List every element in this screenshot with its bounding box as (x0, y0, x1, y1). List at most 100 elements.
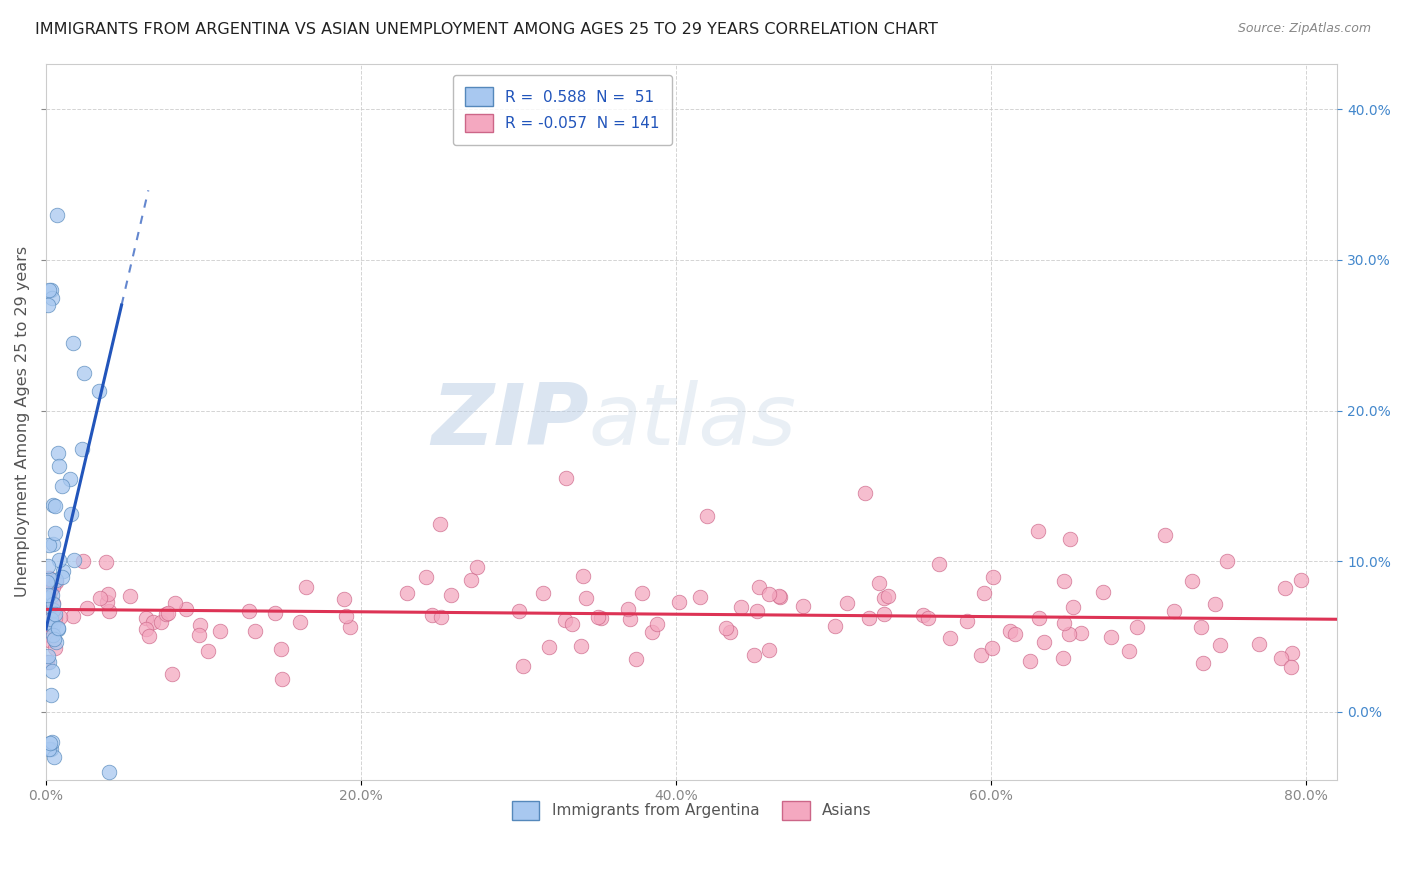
Point (981, 569, 1004, 583)
Point (769, 590, 792, 604)
Point (973, 585, 995, 599)
Point (38, 742, 60, 756)
Point (142, 615, 165, 629)
Point (38, 283, 60, 297)
Point (696, 508, 718, 523)
Point (48, 459, 70, 474)
Point (160, 667, 183, 681)
Point (1053, 615, 1076, 630)
Point (188, 618, 211, 632)
Point (1281, 646, 1303, 660)
Point (62, 608, 84, 623)
Point (1274, 581, 1296, 595)
Point (38, 538, 60, 552)
Point (288, 615, 311, 630)
Point (63, 553, 86, 567)
Point (917, 611, 939, 625)
Point (730, 599, 752, 614)
Point (554, 613, 576, 627)
Point (35, 616, 58, 631)
Point (38, 736, 60, 750)
Point (395, 586, 418, 600)
Point (538, 640, 561, 655)
Point (37, 648, 59, 663)
Point (624, 651, 647, 665)
Point (1070, 626, 1092, 640)
Point (928, 557, 950, 571)
Point (73, 366, 96, 380)
Point (1249, 637, 1271, 651)
Point (508, 604, 530, 618)
Point (138, 629, 160, 643)
Point (1181, 574, 1204, 588)
Point (270, 642, 292, 657)
Point (1033, 635, 1056, 649)
Point (38, 633, 60, 648)
Y-axis label: Unemployment Among Ages 25 to 29 years: Unemployment Among Ages 25 to 29 years (15, 246, 30, 598)
Point (98, 765, 121, 780)
Point (1059, 532, 1081, 546)
Point (42, 618, 65, 632)
Point (335, 608, 357, 623)
Text: ZIP: ZIP (430, 380, 588, 463)
Point (51, 570, 73, 584)
Point (575, 591, 598, 605)
Point (420, 608, 443, 623)
Point (294, 580, 316, 594)
Point (37, 582, 59, 596)
Point (1126, 620, 1149, 634)
Point (44, 499, 66, 513)
Point (38, 616, 60, 631)
Point (980, 640, 1002, 655)
Point (1204, 597, 1226, 611)
Point (41, 664, 63, 678)
Point (89, 384, 111, 398)
Point (42, 596, 65, 610)
Point (1270, 651, 1292, 665)
Point (35, 655, 58, 669)
Point (1052, 651, 1074, 665)
Point (415, 570, 437, 584)
Point (135, 610, 157, 624)
Point (868, 575, 890, 590)
Point (1004, 627, 1026, 641)
Text: atlas: atlas (588, 380, 796, 463)
Point (44, 607, 66, 622)
Point (94, 555, 117, 569)
Point (89, 591, 111, 605)
Point (792, 599, 814, 613)
Point (188, 628, 211, 642)
Point (44, 611, 66, 625)
Point (339, 620, 361, 634)
Point (39, 573, 62, 587)
Point (1026, 524, 1049, 538)
Point (969, 648, 991, 662)
Point (569, 639, 592, 653)
Point (718, 624, 741, 639)
Point (1118, 644, 1140, 658)
Point (52, 565, 75, 579)
Point (641, 625, 664, 640)
Point (668, 595, 690, 609)
Point (72, 442, 94, 456)
Point (51, 479, 73, 493)
Point (853, 486, 876, 500)
Point (72, 554, 94, 568)
Point (46, 621, 69, 635)
Point (271, 672, 294, 686)
Point (38, 656, 60, 670)
Point (42, 537, 65, 551)
Point (238, 604, 260, 618)
Point (39, 615, 62, 630)
Point (460, 574, 482, 588)
Point (150, 615, 173, 629)
Point (1209, 638, 1232, 652)
Point (46, 208, 69, 222)
Point (48, 552, 70, 566)
Point (37, 558, 59, 573)
Point (35, 591, 58, 605)
Point (35, 615, 58, 630)
Point (44, 632, 66, 646)
Point (748, 580, 770, 594)
Point (155, 607, 177, 621)
